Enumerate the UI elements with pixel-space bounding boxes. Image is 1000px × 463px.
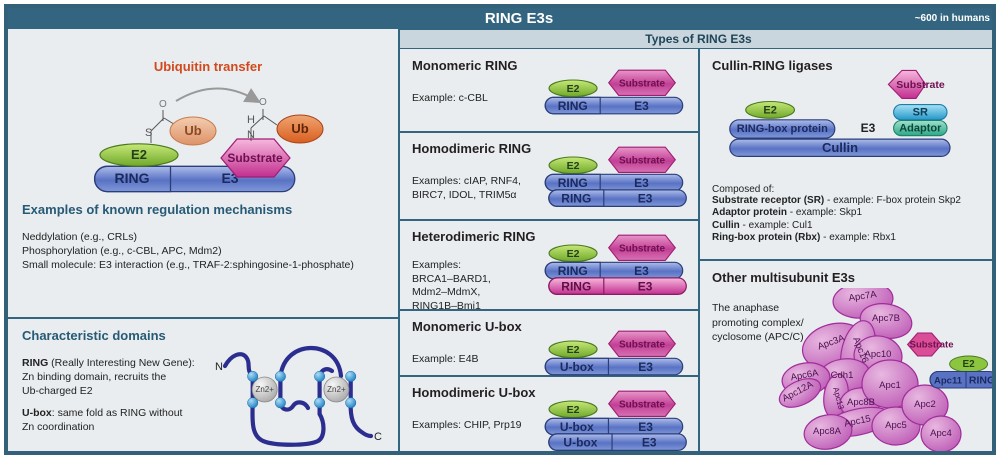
- svg-text:Apc8B: Apc8B: [847, 397, 875, 408]
- svg-text:E3: E3: [634, 99, 649, 113]
- svg-text:E3: E3: [642, 435, 657, 449]
- svg-text:E3: E3: [638, 360, 653, 374]
- svg-text:O: O: [159, 99, 167, 110]
- svg-text:Substrate: Substrate: [619, 243, 666, 254]
- svg-text:Apc10: Apc10: [865, 349, 892, 360]
- svg-text:Apc7B: Apc7B: [872, 313, 900, 324]
- svg-text:E2: E2: [567, 248, 580, 260]
- svg-text:Substrate: Substrate: [910, 340, 954, 351]
- svg-text:RING: RING: [558, 99, 588, 113]
- svg-text:Ub: Ub: [184, 123, 201, 138]
- svg-text:Substrate: Substrate: [896, 79, 945, 91]
- svg-text:RING: RING: [561, 279, 591, 293]
- svg-text:H: H: [247, 114, 255, 126]
- svg-text:E2: E2: [567, 404, 580, 416]
- svg-text:Apc8A: Apc8A: [813, 426, 842, 437]
- svg-text:E2: E2: [962, 359, 975, 370]
- svg-text:Apc5: Apc5: [885, 420, 907, 431]
- svg-text:Apc1: Apc1: [879, 380, 901, 391]
- svg-text:Substrate: Substrate: [619, 155, 666, 166]
- svg-text:U-box: U-box: [560, 360, 594, 374]
- svg-text:SR: SR: [913, 107, 928, 119]
- svg-text:E2: E2: [567, 160, 580, 172]
- svg-text:E3: E3: [861, 121, 876, 135]
- svg-text:Zn2+: Zn2+: [255, 385, 274, 394]
- svg-text:U-box: U-box: [560, 420, 594, 434]
- svg-text:E2: E2: [567, 83, 580, 95]
- svg-text:Zn2+: Zn2+: [327, 385, 346, 394]
- svg-text:Substrate: Substrate: [619, 339, 666, 350]
- svg-text:N: N: [215, 361, 223, 373]
- svg-text:C: C: [374, 431, 382, 443]
- svg-text:Substrate: Substrate: [619, 399, 666, 410]
- svg-text:RING: RING: [558, 264, 588, 278]
- svg-text:E3: E3: [634, 176, 649, 190]
- svg-text:E3: E3: [634, 264, 649, 278]
- svg-text:RING: RING: [558, 176, 588, 190]
- svg-text:Adaptor: Adaptor: [899, 123, 942, 135]
- svg-text:Cdh1: Cdh1: [831, 370, 854, 381]
- svg-text:RING: RING: [561, 191, 591, 205]
- svg-text:E3: E3: [638, 420, 653, 434]
- svg-text:Apc11: Apc11: [934, 376, 963, 387]
- svg-text:Substrate: Substrate: [619, 78, 666, 89]
- svg-text:E2: E2: [131, 147, 147, 162]
- svg-text:E3: E3: [638, 279, 653, 293]
- svg-text:E2: E2: [567, 344, 580, 356]
- svg-text:Cullin: Cullin: [822, 140, 858, 155]
- svg-text:RING: RING: [115, 170, 150, 186]
- svg-text:O: O: [259, 97, 267, 108]
- svg-text:RING-box protein: RING-box protein: [737, 123, 828, 135]
- svg-text:Substrate: Substrate: [227, 151, 283, 165]
- svg-text:E2: E2: [763, 105, 776, 117]
- svg-text:Ub: Ub: [291, 121, 308, 136]
- svg-text:Apc4: Apc4: [930, 428, 952, 439]
- svg-text:E3: E3: [638, 191, 653, 205]
- svg-text:U-box: U-box: [563, 435, 597, 449]
- svg-text:Apc2: Apc2: [914, 399, 936, 410]
- svg-text:RING: RING: [969, 375, 995, 387]
